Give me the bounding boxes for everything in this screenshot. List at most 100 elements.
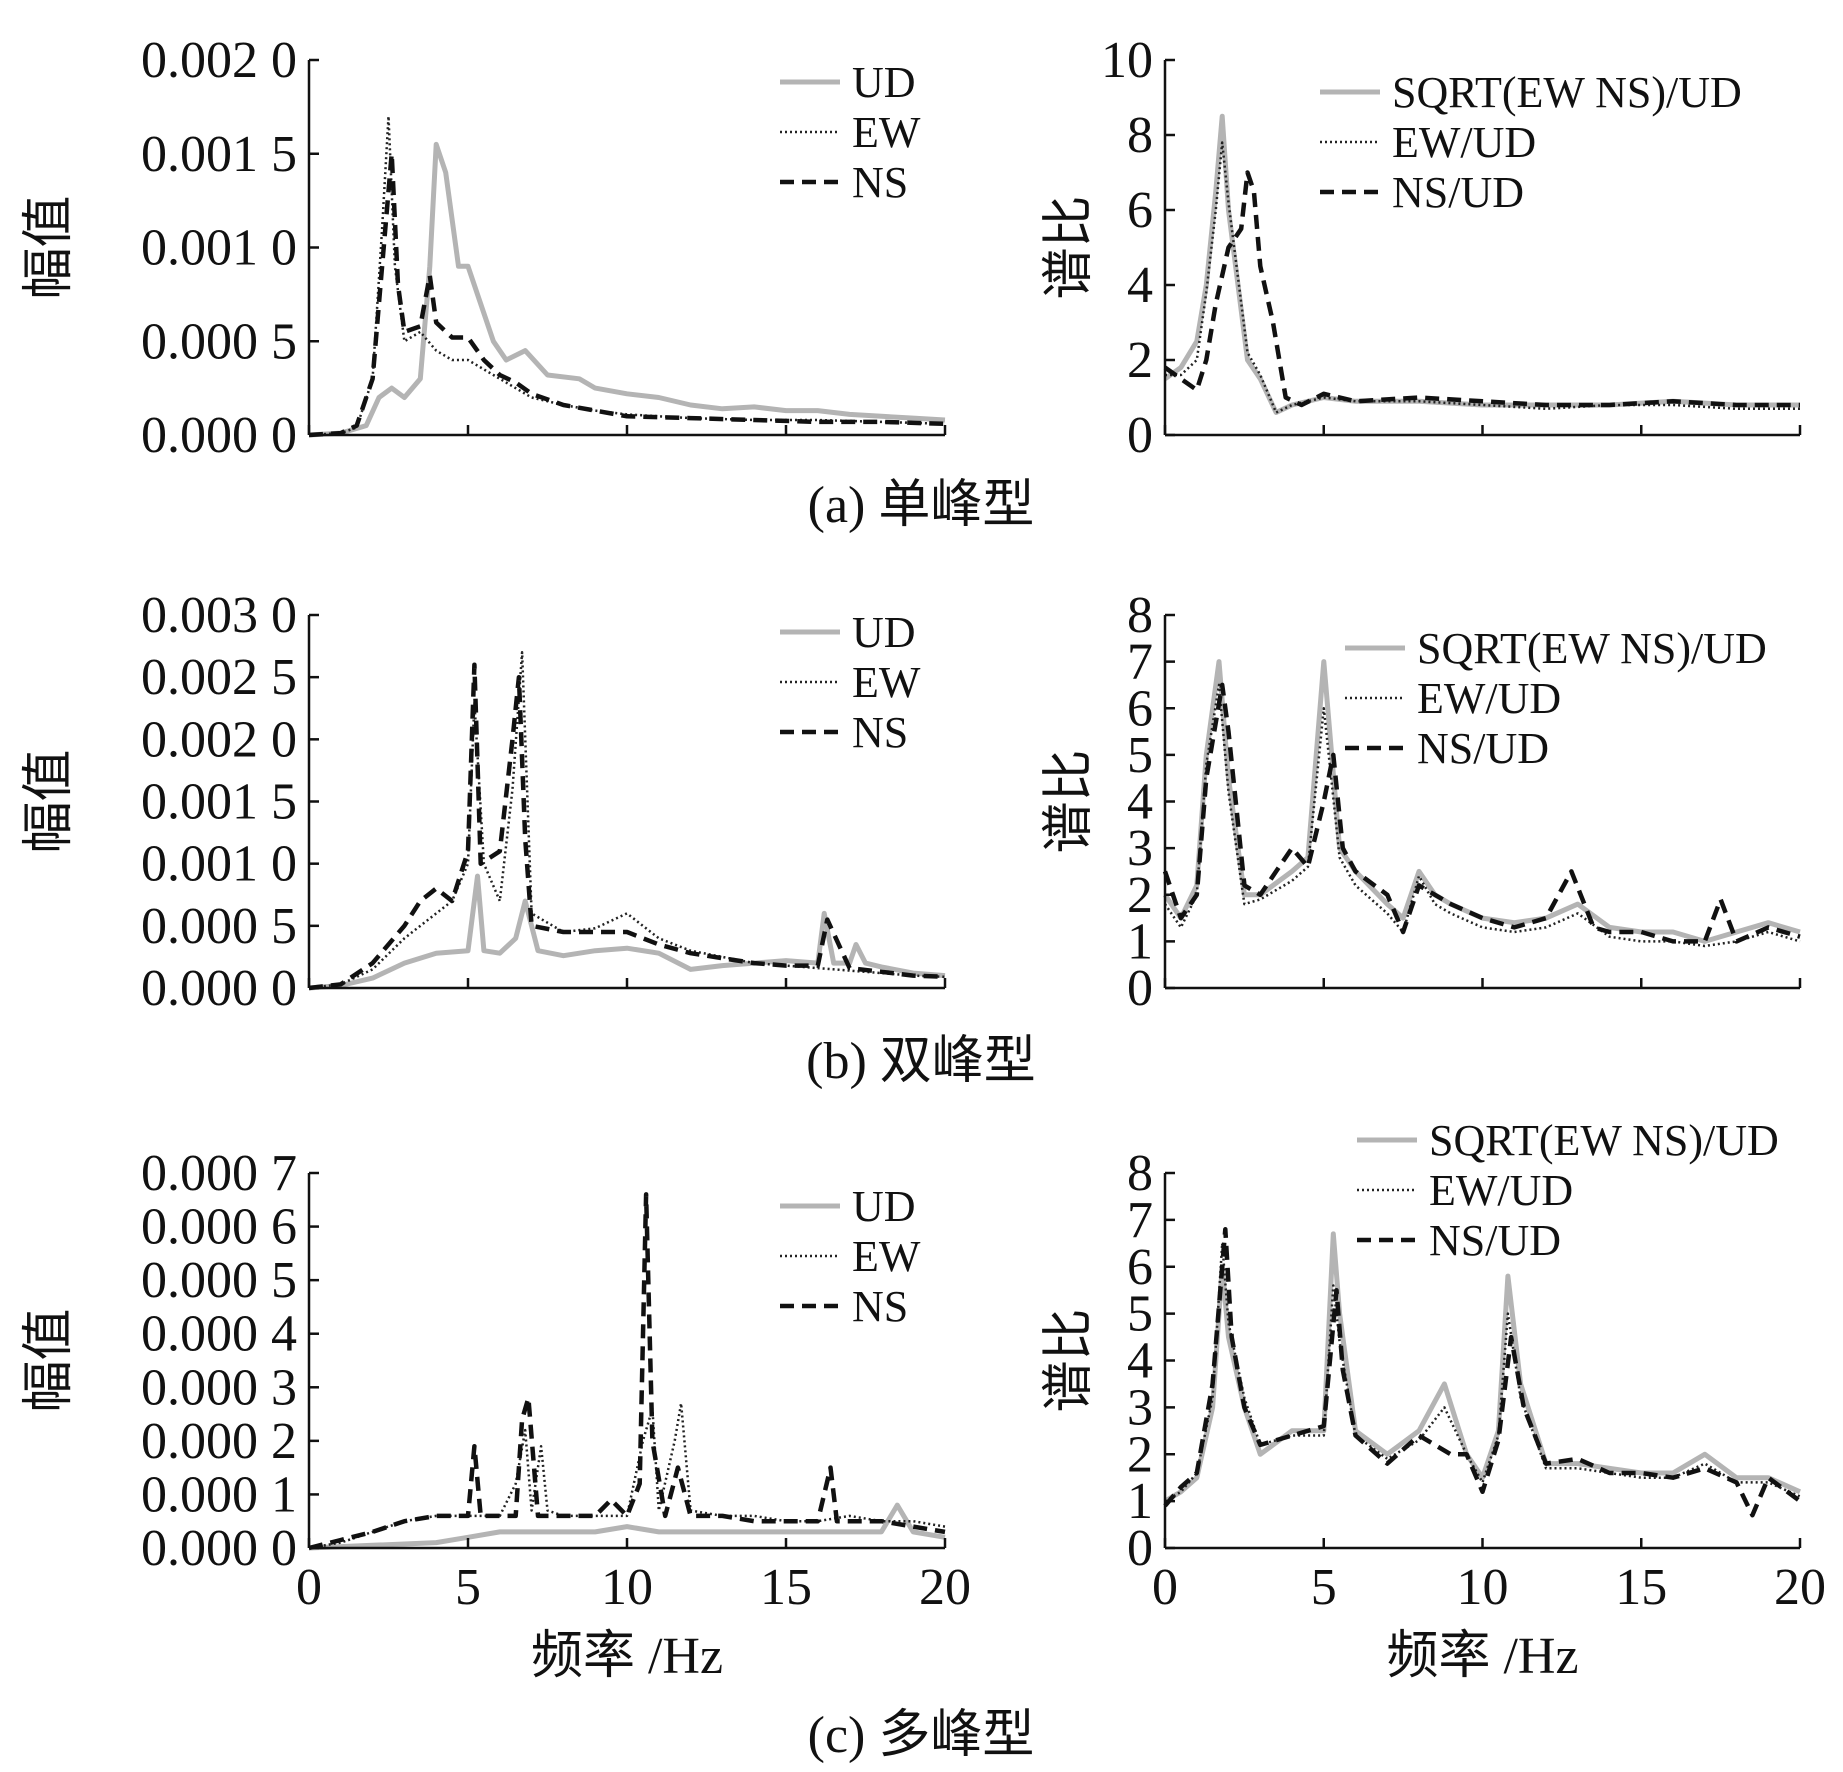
y-tick-label: 0.001 5 — [141, 774, 297, 831]
chart-panel-b-left: 0.000 00.000 50.001 00.001 5 0.002 00.002… — [21, 587, 947, 1017]
series-line-ud — [308, 1502, 946, 1551]
y-tick-label: 0.000 7 — [141, 1145, 297, 1202]
y-tick-label: 0.001 0 — [141, 836, 297, 893]
y-tick-label: 7 — [1127, 1192, 1153, 1249]
series-line-ns — [308, 1192, 946, 1551]
y-tick-label: 0.000 5 — [141, 1252, 297, 1309]
legend-label-ud: UD — [852, 608, 916, 657]
series-line-ud — [308, 141, 946, 438]
x-tick-label: 20 — [1774, 1559, 1826, 1616]
x-tick-label: 20 — [919, 1559, 971, 1616]
y-tick-label: 3 — [1127, 1379, 1153, 1436]
y-tick-label: 5 — [1127, 727, 1153, 784]
y-tick-label: 8 — [1127, 1145, 1153, 1202]
y-tick-label: 0.001 0 — [141, 220, 297, 277]
y-axis-title: 谱比 — [1041, 195, 1098, 299]
series-line-sqrt-ew-ns-ud — [1162, 659, 1801, 944]
y-tick-label: 10 — [1101, 32, 1153, 89]
legend-label-ns-ud: NS/UD — [1429, 1216, 1561, 1265]
legend-label-ns-ud: NS/UD — [1417, 724, 1549, 773]
y-tick-label: 0.000 5 — [141, 313, 297, 370]
y-tick-label: 1 — [1127, 913, 1153, 970]
legend-label-ew-ud: EW/UD — [1417, 674, 1561, 723]
y-tick-label: 8 — [1127, 107, 1153, 164]
y-axis-title: 幅值 — [21, 749, 78, 853]
series-line-ew — [308, 1402, 946, 1550]
chart-panel-c-left: 0.000 00.000 10.000 20.000 30.000 40.000… — [21, 1145, 971, 1685]
x-tick-label: 10 — [1457, 1559, 1509, 1616]
x-tick-label: 15 — [760, 1559, 812, 1616]
caption-a: (a) 单峰型 — [808, 477, 1035, 534]
legend-label-ns: NS — [852, 1282, 908, 1331]
y-tick-label: 0.000 1 — [141, 1466, 297, 1523]
y-axis-title: 谱比 — [1041, 749, 1098, 853]
y-tick-label: 0 — [1127, 1520, 1153, 1577]
y-axis-title: 谱比 — [1041, 1308, 1098, 1412]
legend-label-ns: NS — [852, 708, 908, 757]
y-tick-label: 0.000 5 — [141, 898, 297, 955]
chart-panel-a-left: 0.000 0 0.000 5 0.001 0 0.001 5 0.002 0 幅值 UDE… — [21, 32, 947, 464]
y-axis-title: 幅值 — [21, 1308, 78, 1412]
x-tick-label: 5 — [1311, 1559, 1337, 1616]
legend-label-sqrt-ew-ns-ud: SQRT(EW NS)/UD — [1417, 624, 1767, 673]
y-tick-label: 1 — [1127, 1473, 1153, 1530]
x-axis-title: 频率 /Hz — [531, 1628, 723, 1685]
x-tick-label: 5 — [455, 1559, 481, 1616]
legend-label-ns: NS — [852, 158, 908, 207]
y-tick-label: 2 — [1127, 867, 1153, 924]
y-tick-label: 0 — [1127, 407, 1153, 464]
x-tick-label: 15 — [1615, 1559, 1667, 1616]
y-tick-label: 6 — [1127, 1239, 1153, 1296]
y-tick-label: 0.003 0 — [141, 587, 297, 644]
legend-label-ud: UD — [852, 1182, 916, 1231]
y-tick-label: 0.000 0 — [141, 1520, 297, 1577]
series-line-ns-ud — [1163, 1227, 1802, 1518]
x-axis-title: 频率 /Hz — [1386, 1628, 1578, 1685]
series-line-ud — [308, 873, 946, 991]
y-tick-label: 0.002 0 — [141, 32, 297, 89]
legend-label-ew: EW — [852, 658, 921, 707]
y-tick-label: 0.000 0 — [141, 960, 297, 1017]
legend-label-sqrt-ew-ns-ud: SQRT(EW NS)/UD — [1429, 1116, 1779, 1165]
y-tick-label: 4 — [1127, 1333, 1153, 1390]
legend-label-ud: UD — [852, 58, 916, 107]
legend-label-ew: EW — [852, 108, 921, 157]
y-tick-label: 0.002 0 — [141, 711, 297, 768]
y-tick-label: 0.000 0 — [141, 407, 297, 464]
legend-label-ew-ud: EW/UD — [1392, 118, 1536, 167]
y-tick-label: 3 — [1127, 820, 1153, 877]
legend-label-ew: EW — [852, 1232, 921, 1281]
y-tick-label: 7 — [1127, 634, 1153, 691]
caption-b: (b) 双峰型 — [806, 1033, 1036, 1090]
y-axis-title: 幅值 — [21, 195, 78, 299]
series-line-ew-ud — [1164, 1242, 1801, 1503]
y-tick-label: 6 — [1127, 680, 1153, 737]
y-tick-label: 4 — [1127, 257, 1153, 314]
y-tick-label: 0.001 5 — [141, 126, 297, 183]
y-tick-label: 2 — [1127, 1426, 1153, 1483]
y-tick-label: 8 — [1127, 587, 1153, 644]
series-line-ns-ud — [1162, 682, 1801, 944]
y-tick-label: 0.002 5 — [141, 649, 297, 706]
panels: 0.000 00.000 50.001 00.001 50.002 0幅值UDE… — [21, 32, 1826, 1685]
y-tick-label: 2 — [1127, 332, 1153, 389]
y-tick-label: 5 — [1127, 1286, 1153, 1343]
series-line-ns — [308, 151, 946, 438]
legend-label-sqrt-ew-ns-ud: SQRT(EW NS)/UD — [1392, 68, 1742, 117]
y-tick-label: 4 — [1127, 774, 1153, 831]
legend-label-ns-ud: NS/UD — [1392, 168, 1524, 217]
y-tick-label: 6 — [1127, 182, 1153, 239]
y-tick-label: 0.000 4 — [141, 1306, 297, 1363]
series-line-ew — [308, 651, 946, 990]
